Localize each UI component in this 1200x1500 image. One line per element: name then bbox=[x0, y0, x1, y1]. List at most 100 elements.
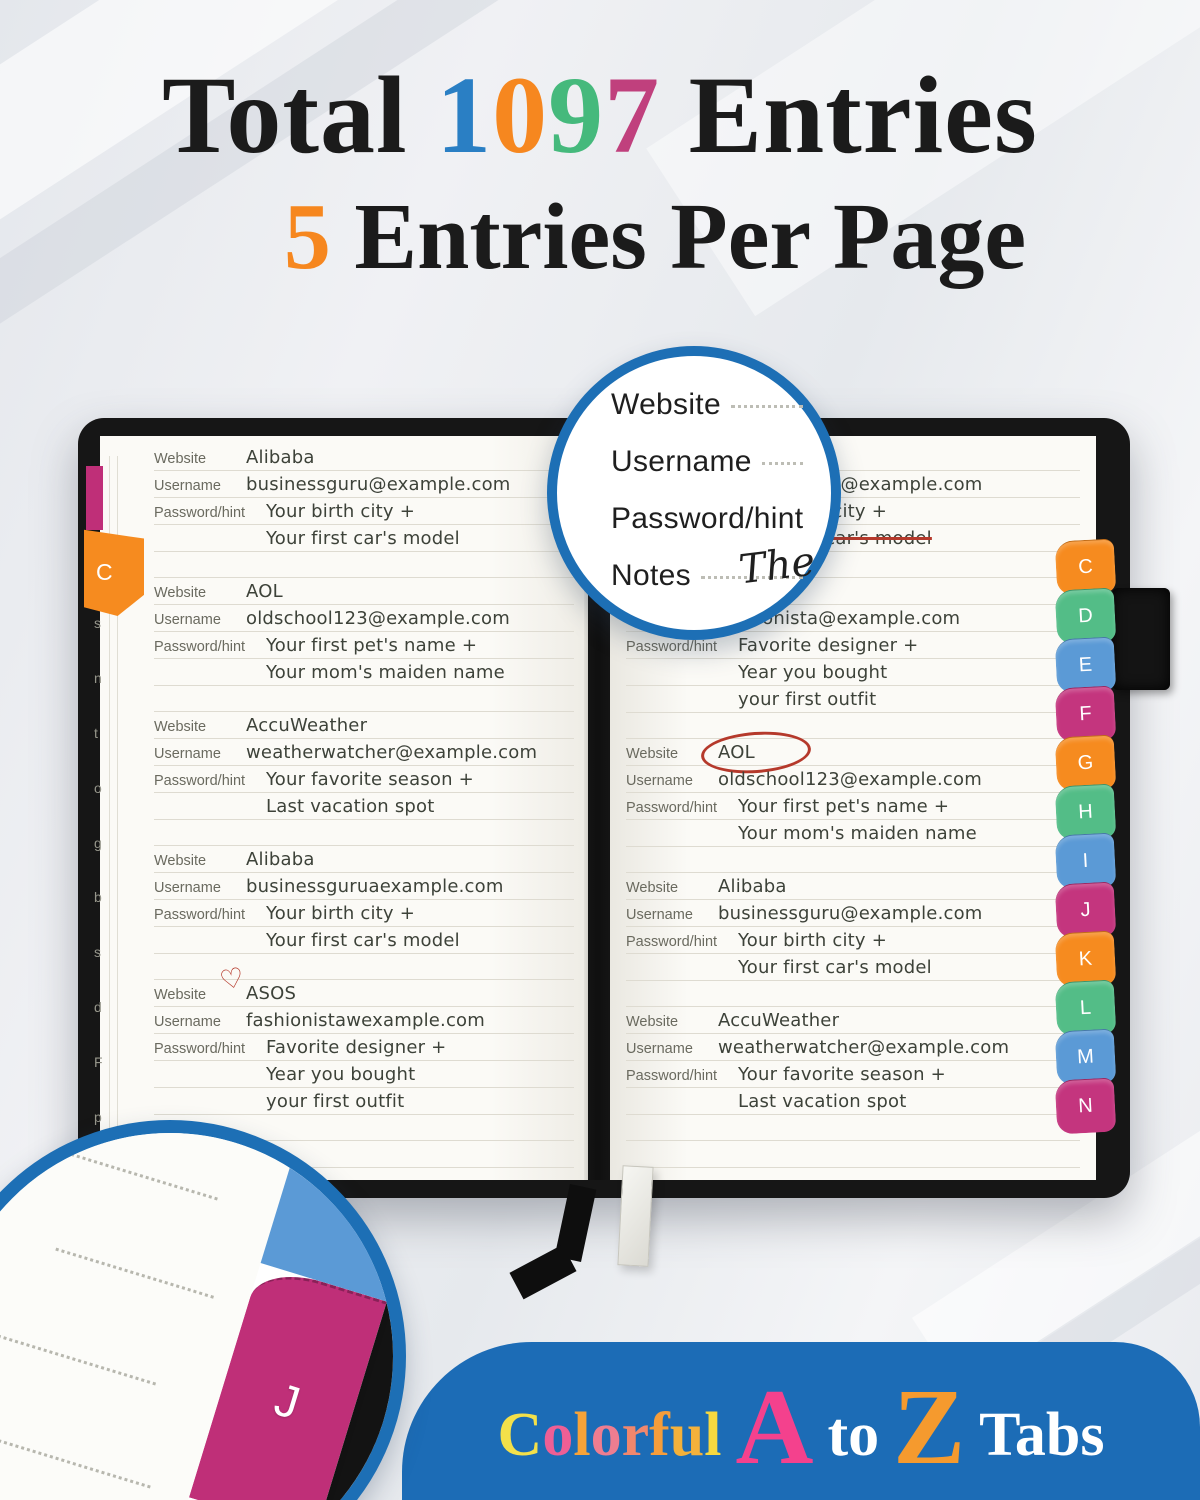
headline: Total 1097 Entries 5 Entries Per Page bbox=[0, 57, 1200, 289]
website-value-wrap: AOL bbox=[699, 728, 813, 777]
black-bookmark-ribbon bbox=[509, 1244, 577, 1300]
underpage-letter-fragment: p bbox=[94, 1108, 102, 1125]
username-row: Username businessguruaexample.com bbox=[154, 873, 574, 900]
underpage-letter-fragment: b bbox=[94, 889, 102, 906]
dotted-line bbox=[0, 1437, 151, 1489]
password-hint-row: Your first car's model bbox=[154, 927, 574, 954]
website-label: Website bbox=[154, 853, 207, 869]
ruled-empty-line bbox=[626, 1141, 1080, 1168]
banner-colorful-letter: C bbox=[497, 1401, 543, 1469]
ruled-spacer-line bbox=[626, 981, 1080, 1007]
alphabet-tab-d[interactable]: D bbox=[1054, 587, 1117, 645]
magnified-field-row: Password/hint bbox=[611, 502, 803, 559]
password-entry: Website AccuWeather Username weatherwatcher… bbox=[626, 1007, 1080, 1141]
password-label: Password/hint bbox=[154, 907, 246, 923]
username-label: Username bbox=[154, 746, 221, 762]
password-hint-row: Your first car's model bbox=[154, 525, 574, 552]
website-label: Website bbox=[626, 880, 679, 896]
password-hint-row: Password/hint Your birth city + bbox=[154, 498, 574, 525]
website-row: Website Alibaba bbox=[626, 873, 1080, 900]
ruled-spacer-line bbox=[626, 552, 1080, 578]
tabs-closeup-circle: IJK bbox=[0, 1120, 406, 1500]
password-hint-value: Your first car's model bbox=[266, 528, 460, 549]
website-row: Website AccuWeather bbox=[626, 1007, 1080, 1034]
banner-word-tabs: Tabs bbox=[979, 1401, 1105, 1469]
password-hint-value: Year you bought bbox=[266, 1064, 416, 1085]
password-hint-row: Password/hint Your first pet's name + bbox=[626, 793, 1080, 820]
password-hint-value: Favorite designer + bbox=[738, 635, 919, 656]
banner-letter-a: A bbox=[735, 1368, 814, 1487]
username-label: Username bbox=[626, 1041, 693, 1057]
banner-colorful-letter: r bbox=[621, 1401, 650, 1469]
username-value: oldschool123@example.com bbox=[718, 769, 982, 790]
website-label: Website bbox=[154, 451, 207, 467]
alphabet-tab-f[interactable]: F bbox=[1054, 685, 1117, 743]
headline-text-part: 5 bbox=[283, 184, 355, 289]
website-row: Website AOL bbox=[626, 728, 1080, 777]
website-label: Website bbox=[154, 987, 207, 1003]
alphabet-tab-l[interactable]: L bbox=[1054, 979, 1117, 1037]
dotted-line bbox=[59, 1149, 218, 1201]
password-hint-row: Year you bought bbox=[154, 1061, 574, 1088]
ruled-spacer-line bbox=[154, 686, 574, 712]
banner-colorful-letter: o bbox=[590, 1401, 622, 1469]
password-hint-row: Your mom's maiden name bbox=[154, 659, 574, 686]
password-hint-value: Your favorite season + bbox=[738, 1064, 946, 1085]
underpage-letter-fragment: o bbox=[94, 779, 102, 796]
alphabet-tab-h[interactable]: H bbox=[1054, 783, 1117, 841]
password-hint-row: Password/hint Your birth city + bbox=[626, 927, 1080, 954]
password-entry: Website Alibaba Username businessguru@examp… bbox=[154, 444, 574, 578]
website-value-wrap: Alibaba bbox=[718, 873, 787, 901]
ruled-spacer-line bbox=[626, 1115, 1080, 1141]
username-label: Username bbox=[154, 612, 221, 628]
alphabet-tab-g[interactable]: G bbox=[1054, 734, 1117, 792]
password-hint-row: Password/hint Your birth city + bbox=[154, 900, 574, 927]
password-hint-value: Your mom's maiden name bbox=[738, 823, 977, 844]
username-row: Username oldschool123@example.com bbox=[154, 605, 574, 632]
password-hint-value: Your first pet's name + bbox=[738, 796, 950, 817]
website-row: Website Alibaba bbox=[154, 444, 574, 471]
password-entry: Website AccuWeather Username weatherwatcher… bbox=[154, 712, 574, 846]
alphabet-tab-i[interactable]: I bbox=[1054, 832, 1117, 890]
headline-text-part: Entries Per Page bbox=[354, 184, 1027, 289]
website-value-wrap: Alibaba bbox=[246, 444, 315, 472]
ruled-spacer-line bbox=[154, 552, 574, 578]
alphabet-tab-m[interactable]: M bbox=[1054, 1028, 1117, 1086]
password-hint-row: Password/hint Favorite designer + bbox=[626, 632, 1080, 659]
username-value: businessguru@example.com bbox=[718, 903, 983, 924]
banner-word-to: to bbox=[827, 1401, 880, 1469]
headline-text-part: 0 bbox=[492, 54, 549, 176]
alphabet-tab-c[interactable]: C bbox=[1054, 538, 1117, 596]
username-row: Username weatherwatcher@example.com bbox=[154, 739, 574, 766]
website-row: Website AccuWeather bbox=[154, 712, 574, 739]
alphabet-tab-e[interactable]: E bbox=[1054, 636, 1117, 694]
password-hint-value: Your birth city + bbox=[266, 903, 415, 924]
website-value: Alibaba bbox=[246, 447, 315, 468]
handwritten-note: The bbox=[736, 538, 818, 594]
password-hint-row: Your mom's maiden name bbox=[626, 820, 1080, 847]
password-hint-value: Your birth city + bbox=[266, 501, 415, 522]
magnified-field-label: Notes bbox=[611, 559, 691, 592]
password-hint-row: Password/hint Your favorite season + bbox=[154, 766, 574, 793]
password-hint-value: Favorite designer + bbox=[266, 1037, 447, 1058]
password-entry: Website ♡ ASOS Username fashionistawexample.… bbox=[154, 962, 574, 1141]
alphabet-tab-k[interactable]: K bbox=[1054, 930, 1117, 988]
magnifier-circle: Website Username Password/hint Notes The bbox=[547, 346, 841, 640]
left-page-entries: Website Alibaba Username businessguru@examp… bbox=[154, 444, 574, 1168]
username-label: Username bbox=[154, 880, 221, 896]
ruled-spacer-line bbox=[154, 954, 574, 980]
website-value-wrap: AOL bbox=[246, 578, 283, 606]
underpage-letter-fragment: t bbox=[94, 724, 98, 741]
underpage-letter-fragment: F bbox=[94, 1054, 103, 1070]
alphabet-tab-j[interactable]: J bbox=[1054, 881, 1117, 939]
password-hint-row: Password/hint Your favorite season + bbox=[626, 1061, 1080, 1088]
pen-loop bbox=[1112, 588, 1170, 690]
password-hint-value: Your first pet's name + bbox=[266, 635, 478, 656]
website-row: Website Alibaba bbox=[154, 846, 574, 873]
banner-colorful-letter: l bbox=[573, 1401, 591, 1469]
alphabet-tab-n[interactable]: N bbox=[1054, 1077, 1117, 1135]
headline-text-part: 1 bbox=[436, 54, 493, 176]
banner-colorful-letter: u bbox=[669, 1401, 705, 1469]
